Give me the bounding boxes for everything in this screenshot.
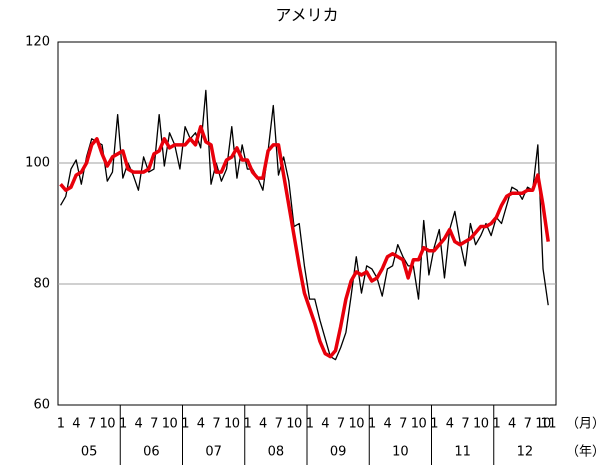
x-tick-label: 7 <box>461 417 469 432</box>
x-tick-label: 7 <box>212 417 220 432</box>
y-tick-label: 120 <box>25 35 50 50</box>
x-tick-label: 10 <box>100 417 116 432</box>
x-tick-label: 4 <box>135 417 143 432</box>
chart-title: アメリカ <box>275 6 338 25</box>
x-tick-label: 4 <box>72 417 80 432</box>
x-tick-label: 10 <box>349 417 365 432</box>
x-tick-label: 11 <box>540 417 556 432</box>
x-tick-label: 10 <box>411 417 427 432</box>
year-label: 12 <box>517 445 534 460</box>
plot-frame <box>57 41 557 406</box>
series-line <box>60 89 549 361</box>
x-tick-label: 7 <box>337 417 345 432</box>
year-label: 05 <box>81 445 98 460</box>
series-line <box>59 124 550 359</box>
x-tick-label: 7 <box>524 417 532 432</box>
x-tick-label: 7 <box>399 417 407 432</box>
y-tick-label: 100 <box>25 156 50 171</box>
x-tick-label: 4 <box>197 417 205 432</box>
x-tick-label: 7 <box>88 417 96 432</box>
x-tick-label: 1 <box>181 417 189 432</box>
y-tick-label: 80 <box>33 277 50 292</box>
x-tick-label: 7 <box>275 417 283 432</box>
x-tick-label: 1 <box>119 417 127 432</box>
x-tick-label: 4 <box>259 417 267 432</box>
year-label: 11 <box>454 445 471 460</box>
x-tick-label: 4 <box>508 417 516 432</box>
x-tick-label: 10 <box>473 417 489 432</box>
x-tick-label: 10 <box>224 417 240 432</box>
x-tick-label: 1 <box>368 417 376 432</box>
x-unit-label: （月） <box>566 417 605 432</box>
x-tick-label: 4 <box>384 417 392 432</box>
year-label: 07 <box>205 445 222 460</box>
x-tick-label: 10 <box>535 417 551 432</box>
x-unit-label: （年） <box>566 445 605 460</box>
x-tick-label: 1 <box>306 417 314 432</box>
x-tick-label: 1 <box>243 417 251 432</box>
x-tick-label: 4 <box>321 417 329 432</box>
year-label: 09 <box>330 445 347 460</box>
year-label: 10 <box>392 445 409 460</box>
x-tick-label: 1 <box>430 417 438 432</box>
x-tick-label: 10 <box>286 417 302 432</box>
y-tick-label: 60 <box>33 398 50 413</box>
x-tick-label: 10 <box>162 417 178 432</box>
x-tick-label: 1 <box>492 417 500 432</box>
year-label: 08 <box>268 445 285 460</box>
year-label: 06 <box>143 445 160 460</box>
x-tick-label: 7 <box>150 417 158 432</box>
x-tick-label: 1 <box>57 417 65 432</box>
x-tick-label: 4 <box>446 417 454 432</box>
